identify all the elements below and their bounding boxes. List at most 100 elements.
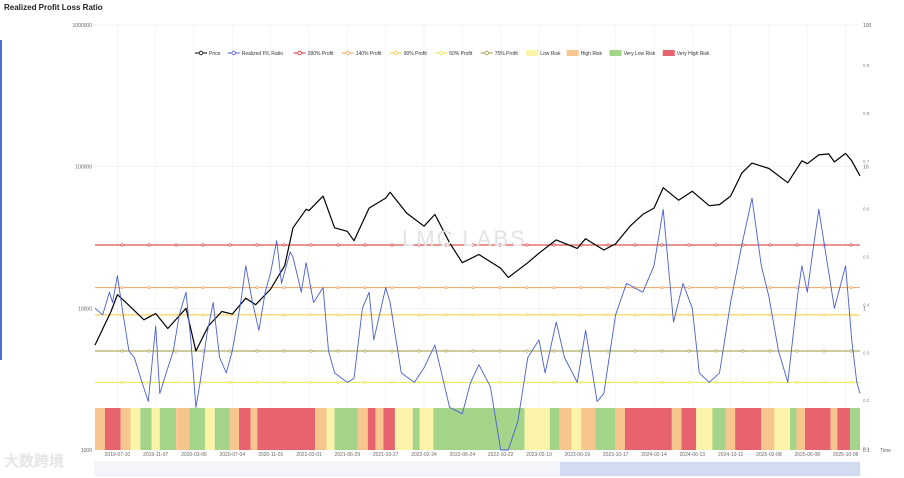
risk-band-segment [357, 408, 368, 450]
threshold-marker [687, 349, 691, 353]
threshold-marker [201, 243, 205, 247]
risk-band-segment [725, 408, 736, 450]
risk-band-segment [419, 408, 434, 450]
x-tick-label: 2025-02-08 [756, 452, 782, 458]
threshold-marker [282, 313, 286, 317]
threshold-marker [849, 380, 853, 384]
threshold-marker [282, 286, 286, 290]
threshold-marker [444, 349, 448, 353]
x-axis-label: Time [880, 448, 891, 454]
threshold-marker [444, 243, 448, 247]
threshold-marker [255, 286, 259, 290]
threshold-marker [633, 243, 637, 247]
x-tick-label: 2024-10-11 [718, 452, 743, 458]
threshold-marker [363, 243, 367, 247]
threshold-marker [768, 243, 772, 247]
threshold-marker [201, 286, 205, 290]
threshold-marker [147, 286, 151, 290]
threshold-marker [579, 313, 583, 317]
threshold-marker [633, 380, 637, 384]
threshold-marker [579, 286, 583, 290]
threshold-marker [390, 286, 394, 290]
risk-band-segment [326, 408, 335, 450]
threshold-marker [849, 243, 853, 247]
x-tick-label: 2020-07-04 [220, 452, 246, 458]
risk-band-segment [671, 408, 682, 450]
threshold-marker [606, 380, 610, 384]
risk-band-segment [761, 408, 775, 450]
risk-band-segment [367, 408, 376, 450]
threshold-marker [525, 286, 529, 290]
right-decile-label: 0.1 [863, 446, 870, 451]
range-slider-window [560, 462, 860, 476]
threshold-marker [606, 286, 610, 290]
risk-band-segment [95, 408, 105, 450]
threshold-marker [444, 380, 448, 384]
risk-band-segment [549, 408, 560, 450]
threshold-marker [714, 243, 718, 247]
threshold-marker [633, 349, 637, 353]
x-tick-label: 2025-10-06 [833, 452, 859, 458]
threshold-marker [147, 313, 151, 317]
risk-band-segment [559, 408, 572, 450]
legend-marker [393, 50, 398, 56]
risk-band-segment [624, 408, 672, 450]
threshold-marker [336, 349, 340, 353]
scroll-edge [0, 40, 2, 360]
legend-label: 280% Profit [308, 51, 334, 57]
threshold-marker [606, 313, 610, 317]
risk-band-segment [130, 408, 141, 450]
threshold-marker [147, 243, 151, 247]
left-tick-label: 1000 [81, 448, 92, 454]
x-tick-label: 2021-03-01 [296, 452, 322, 458]
threshold-marker [552, 243, 556, 247]
legend-label: High Risk [581, 51, 603, 57]
threshold-marker [390, 349, 394, 353]
x-tick-label: 2020-03-06 [181, 452, 207, 458]
threshold-marker [147, 349, 151, 353]
threshold-marker [282, 243, 286, 247]
threshold-marker [660, 380, 664, 384]
right-decile-label: 0.9 [863, 63, 870, 68]
risk-band-segment [189, 408, 206, 450]
left-tick-label: 100000 [75, 165, 92, 171]
threshold-marker [822, 313, 826, 317]
risk-band-segment [383, 408, 395, 450]
risk-band-segment [595, 408, 616, 450]
threshold-marker [714, 286, 718, 290]
threshold-marker [309, 349, 313, 353]
threshold-marker [741, 380, 745, 384]
threshold-marker [336, 243, 340, 247]
threshold-marker [336, 286, 340, 290]
risk-band-segment [837, 408, 851, 450]
threshold-marker [606, 349, 610, 353]
legend-marker [297, 50, 302, 56]
threshold-marker [336, 313, 340, 317]
x-tick-label: 2022-10-22 [488, 452, 514, 458]
threshold-marker [174, 243, 178, 247]
threshold-marker [741, 313, 745, 317]
threshold-marker [255, 313, 259, 317]
threshold-marker [768, 380, 772, 384]
left-tick-label: 10000 [78, 306, 92, 312]
right-decile-label: 0.7 [863, 159, 870, 164]
pl-ratio-line [94, 197, 861, 451]
legend-label: 50% Profit [449, 51, 473, 57]
threshold-marker [282, 380, 286, 384]
risk-band-segment [120, 408, 131, 450]
right-decile-label: 0.3 [863, 350, 870, 355]
background-watermark: LMC LABS [402, 226, 527, 251]
risk-band-segment [176, 408, 190, 450]
threshold-marker [309, 313, 313, 317]
risk-band-segment [394, 408, 413, 450]
risk-band-segment [796, 408, 806, 450]
threshold-marker [120, 380, 124, 384]
threshold-marker [498, 380, 502, 384]
threshold-marker [228, 380, 232, 384]
legend-label: Low Risk [540, 51, 561, 57]
threshold-marker [822, 349, 826, 353]
threshold-marker [363, 313, 367, 317]
threshold-marker [795, 313, 799, 317]
x-tick-label: 2022-02-24 [411, 452, 437, 458]
threshold-marker [201, 349, 205, 353]
